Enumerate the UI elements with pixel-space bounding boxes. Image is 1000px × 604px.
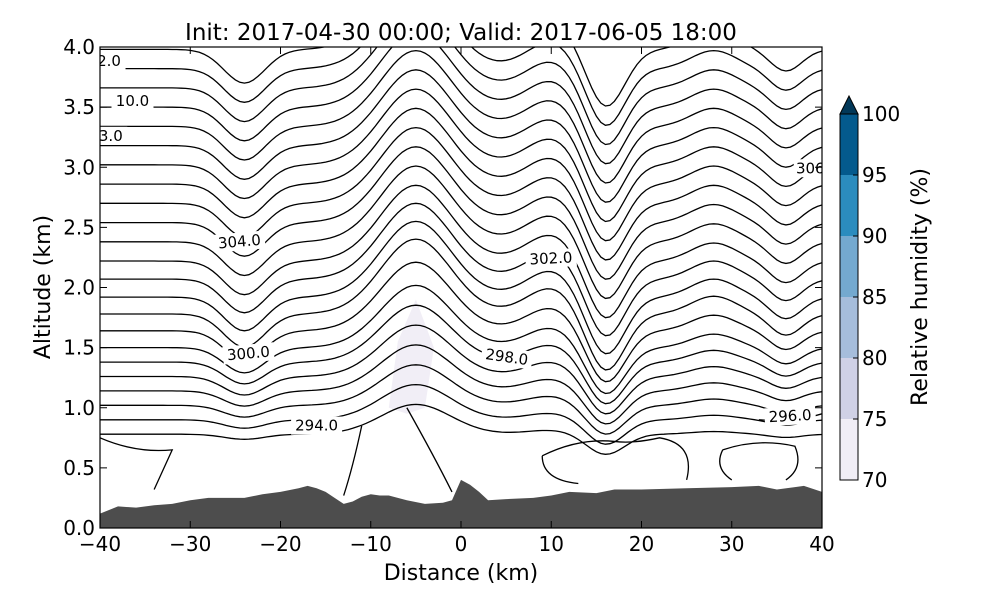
isentrope-line (100, 324, 822, 415)
axes-frame (99, 46, 823, 529)
x-tick-label: −10 (350, 532, 392, 556)
colorbar-tick-label: 100 (862, 102, 900, 126)
contour-label-bg (480, 344, 534, 370)
contour-label: 306 (796, 159, 825, 177)
isentrope-line (100, 165, 822, 300)
colorbar-tick-label: 95 (862, 163, 887, 187)
contour-label-bg (222, 342, 275, 365)
y-tick-label: 2.0 (63, 276, 95, 300)
isentrope-line (100, 202, 822, 337)
x-tick-label: 20 (629, 532, 654, 556)
isentrope-line (100, 88, 822, 223)
terrain (100, 479, 822, 528)
plot-area: 2.0 10.0 3.0 306 304.0 302.0 300.0 298.0 294.0 29… (97, 47, 825, 528)
y-tick-label: 1.5 (63, 336, 95, 360)
contour-label: 302.0 (529, 248, 573, 268)
x-axis-label: Distance (km) (384, 561, 539, 586)
isentrope-line (100, 184, 822, 319)
x-tick-label: 30 (719, 532, 744, 556)
isentrope-line (100, 107, 822, 242)
x-tick-label: −40 (79, 532, 121, 556)
contour-label-bg (291, 416, 343, 435)
chart-title: Init: 2017-04-30 00:00; Valid: 2017-06-0… (185, 20, 737, 46)
colorbar-extend-arrow (839, 94, 859, 115)
isentrope-line (100, 220, 822, 355)
contour-label: 298.0 (484, 345, 529, 369)
colorbar-tick-label: 70 (862, 468, 887, 492)
x-tick-label: 40 (809, 532, 834, 556)
contour-label-bg (111, 91, 154, 110)
y-tick-label: 3.5 (63, 95, 95, 119)
colorbar-label: Relative humidity (%) (908, 168, 933, 406)
isentrope-line (100, 364, 822, 435)
colorbar: 70 75 80 85 90 95 100 (839, 94, 900, 492)
contour-label: 296.0 (768, 406, 812, 426)
colorbar-bin (840, 114, 858, 175)
isentrope-line (100, 49, 822, 184)
isentrope-line (100, 47, 822, 165)
axes: −40 −30 −20 −10 0 10 20 30 40 0.0 0.5 1.0 1.5 2.0 2.5 3… (63, 35, 835, 556)
contour-label-bg (213, 230, 266, 253)
x-tick-label: −20 (259, 532, 301, 556)
contour-label-bg (793, 159, 822, 178)
contour-label-bg (100, 126, 128, 145)
isentrope-line (100, 47, 822, 146)
colorbar-tick-label: 75 (862, 407, 887, 431)
colorbar-bin (840, 419, 858, 480)
isentrope-fragment (406, 407, 453, 493)
y-tick-label: 1.0 (63, 396, 95, 420)
colorbar-bin (840, 236, 858, 297)
y-tick-label: 3.0 (63, 155, 95, 179)
y-tick-label: 0.5 (63, 456, 95, 480)
isentrope-line (100, 261, 822, 383)
colorbar-bin (840, 358, 858, 419)
isentrope-fragment (100, 437, 174, 490)
isentrope-line (100, 47, 822, 126)
contour-label: 10.0 (116, 92, 149, 110)
isentrope-fragment (719, 442, 799, 481)
humidity-shading (388, 299, 434, 414)
x-tick-label: −30 (169, 532, 211, 556)
isentrope-line (100, 47, 822, 107)
contour-label: 300.0 (226, 343, 270, 365)
isentrope-line (100, 344, 822, 425)
contour-label-bg (764, 405, 817, 427)
colorbar-tick-label: 90 (862, 224, 887, 248)
isentrope-line (100, 126, 822, 261)
y-tick-label: 2.5 (63, 215, 95, 239)
colorbar-tick-label: 80 (862, 346, 887, 370)
isentrope-line (100, 304, 822, 405)
isentrope-line (100, 69, 822, 203)
isentrope-line (100, 284, 822, 395)
isentrope-fragment (343, 425, 363, 496)
x-tick-label: 10 (539, 532, 564, 556)
y-tick-label: 4.0 (63, 35, 95, 59)
colorbar-bin (840, 175, 858, 236)
isentrope-line (100, 146, 822, 280)
isentrope-line (100, 383, 822, 445)
colorbar-tick-label: 85 (862, 285, 887, 309)
isentrope-fragment (541, 437, 690, 485)
contour-lines (100, 47, 822, 496)
y-axis-label: Altitude (km) (31, 215, 56, 359)
colorbar-bin (840, 297, 858, 358)
contour-label-bg (525, 248, 577, 269)
contour-label: 304.0 (217, 231, 261, 253)
contour-label: 294.0 (295, 417, 338, 435)
contour-label: 3.0 (99, 127, 123, 145)
y-tick-label: 0.0 (63, 516, 95, 540)
contour-label: 2.0 (97, 52, 121, 70)
isentrope-line (100, 403, 822, 455)
x-tick-label: 0 (455, 532, 468, 556)
contour-label-bg (100, 52, 126, 71)
isentrope-line (100, 238, 822, 371)
